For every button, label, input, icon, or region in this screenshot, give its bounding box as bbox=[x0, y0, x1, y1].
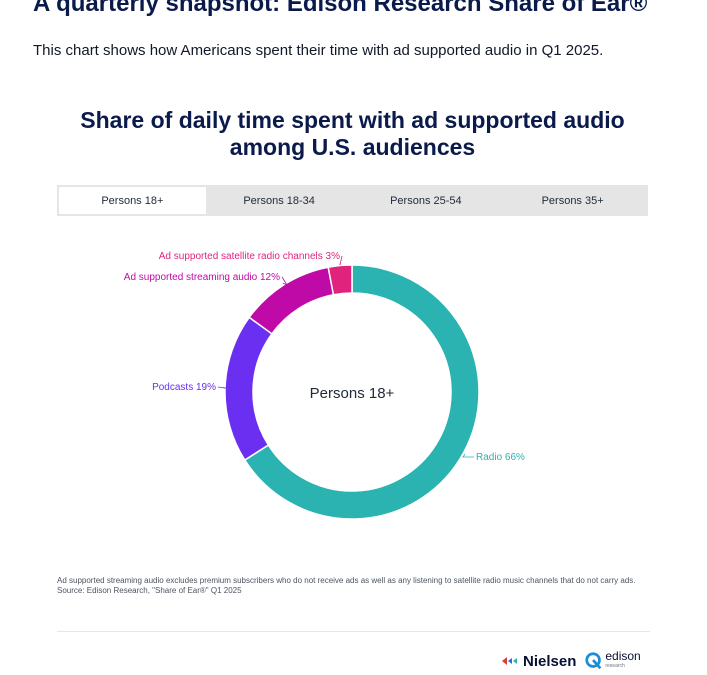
tab-persons-35-plus[interactable]: Persons 35+ bbox=[541, 194, 604, 207]
tab-persons-18-plus[interactable]: Persons 18+ bbox=[59, 187, 206, 214]
chart-title: Share of daily time spent with ad suppor… bbox=[80, 107, 625, 160]
leader-line-ad-supported-streaming-audio bbox=[281, 276, 289, 286]
donut-slices bbox=[224, 264, 480, 520]
nielsen-mark-icon bbox=[502, 657, 517, 665]
tab-persons-18-34[interactable]: Persons 18-34 bbox=[243, 194, 315, 207]
partner-logos: Nielsen edison research bbox=[500, 648, 641, 674]
slice-label-ad-supported-satellite-radio-channels: Ad supported satellite radio channels 3% bbox=[159, 251, 340, 262]
label-leader-lines bbox=[217, 255, 474, 458]
page-title: A quarterly snapshot: Edison Research Sh… bbox=[33, 0, 648, 17]
donut-center-label: Persons 18+ bbox=[310, 385, 395, 402]
leader-line-radio bbox=[462, 453, 474, 458]
divider bbox=[57, 631, 650, 632]
edison-wordmark: edison bbox=[605, 649, 641, 663]
donut-chart: Radio 66% Podcasts 19% Ad supported stream… bbox=[124, 251, 525, 520]
edison-logo: edison research bbox=[584, 649, 641, 671]
footnote-note: Ad supported streaming audio excludes pr… bbox=[57, 576, 636, 585]
nielsen-logo: Nielsen bbox=[500, 653, 576, 670]
slice-label-radio: Radio 66% bbox=[476, 452, 525, 463]
leader-line-podcasts bbox=[217, 386, 227, 389]
slice-labels: Radio 66% Podcasts 19% Ad supported stream… bbox=[124, 251, 525, 463]
slice-label-ad-supported-streaming-audio: Ad supported streaming audio 12% bbox=[124, 272, 280, 283]
slice-podcasts[interactable] bbox=[224, 316, 273, 462]
tab-persons-25-54[interactable]: Persons 25-54 bbox=[390, 194, 462, 207]
page-subtitle: This chart shows how Americans spent the… bbox=[33, 42, 604, 59]
edison-mark-icon bbox=[585, 652, 602, 670]
nielsen-wordmark: Nielsen bbox=[523, 652, 577, 670]
slice-label-podcasts: Podcasts 19% bbox=[152, 382, 216, 393]
slice-radio[interactable] bbox=[243, 264, 480, 520]
edison-subtext: research bbox=[605, 663, 625, 669]
footnote: Ad supported streaming audio excludes pr… bbox=[57, 576, 647, 596]
audience-tabs: Persons 18+ Persons 18-34 Persons 25-54 … bbox=[57, 185, 648, 216]
footnote-source: Source: Edison Research, "Share of Ear®"… bbox=[57, 586, 242, 595]
leader-line-ad-supported-satellite-radio-channels bbox=[339, 255, 343, 266]
slice-ad-supported-satellite-radio-channels[interactable] bbox=[327, 264, 353, 296]
